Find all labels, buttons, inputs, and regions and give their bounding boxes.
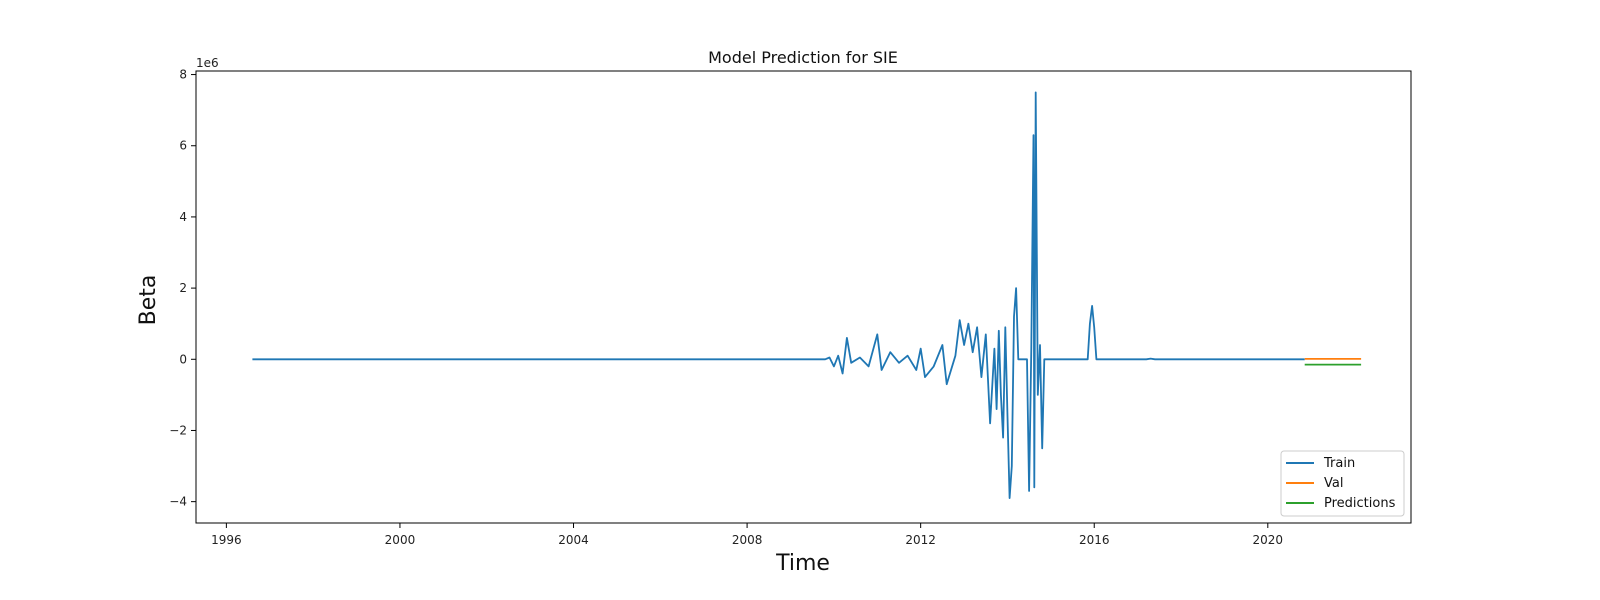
y-tick-label: −4 bbox=[169, 495, 187, 509]
x-axis: 1996 2000 2004 2008 2012 2016 2020 bbox=[211, 523, 1283, 547]
y-tick-label: 2 bbox=[179, 281, 187, 295]
y-tick-label: 4 bbox=[179, 210, 187, 224]
x-tick-label: 2016 bbox=[1079, 533, 1110, 547]
x-tick-label: 2008 bbox=[732, 533, 763, 547]
y-tick-label: 8 bbox=[179, 68, 187, 82]
y-tick-label: 0 bbox=[179, 352, 187, 366]
y-offset-text: 1e6 bbox=[196, 56, 219, 70]
y-axis: −4 −2 0 2 4 6 8 bbox=[169, 68, 196, 509]
chart-title: Model Prediction for SIE bbox=[708, 48, 898, 67]
y-axis-label: Beta bbox=[136, 275, 161, 326]
legend-label-val: Val bbox=[1324, 476, 1343, 491]
x-tick-label: 2000 bbox=[385, 533, 416, 547]
y-tick-label: 6 bbox=[179, 139, 187, 153]
y-tick-label: −2 bbox=[169, 423, 187, 437]
series-layer bbox=[252, 91, 1362, 500]
x-tick-label: 1996 bbox=[211, 533, 242, 547]
legend: Train Val Predictions bbox=[1280, 450, 1405, 517]
x-axis-label: Time bbox=[775, 551, 830, 576]
plot-frame bbox=[195, 70, 1412, 524]
x-tick-label: 2004 bbox=[558, 533, 589, 547]
series-line-train bbox=[252, 91, 1305, 500]
legend-box bbox=[1280, 450, 1405, 517]
x-tick-label: 2020 bbox=[1253, 533, 1284, 547]
legend-label-train: Train bbox=[1323, 456, 1355, 471]
legend-label-predictions: Predictions bbox=[1324, 496, 1396, 511]
x-tick-label: 2012 bbox=[905, 533, 936, 547]
